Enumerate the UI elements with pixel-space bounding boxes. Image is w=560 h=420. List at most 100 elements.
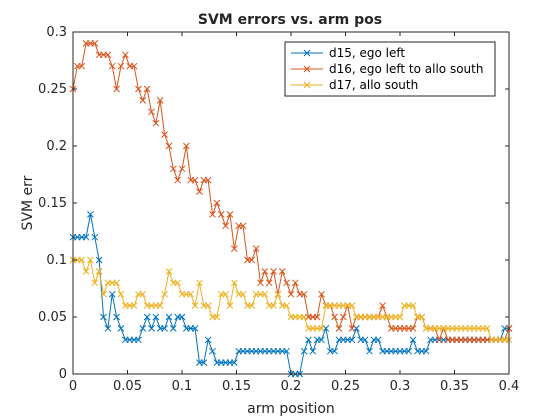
x-tick-label: 0.3	[390, 379, 411, 394]
data-point	[196, 188, 203, 195]
data-point	[87, 211, 94, 218]
data-point	[178, 313, 186, 321]
y-axis-label: SVM err	[20, 175, 36, 230]
data-point	[418, 313, 426, 321]
data-point	[200, 359, 208, 366]
x-tick-label: 0.25	[331, 379, 360, 394]
data-point	[265, 279, 273, 287]
y-tick-label: 0.1	[46, 253, 67, 268]
data-point	[309, 347, 317, 355]
data-point	[261, 268, 269, 275]
data-point	[156, 97, 164, 104]
data-point	[483, 325, 491, 332]
data-point	[152, 119, 160, 127]
data-point	[161, 131, 168, 138]
data-point	[117, 290, 125, 298]
data-point	[252, 245, 260, 252]
data-point	[409, 325, 417, 332]
data-point	[196, 279, 203, 287]
data-point	[318, 336, 325, 344]
data-point	[113, 279, 120, 287]
y-tick-label: 0.15	[38, 196, 67, 211]
data-point	[300, 313, 308, 321]
y-tick-label: 0.05	[38, 310, 67, 325]
series-3	[69, 256, 513, 344]
data-point	[91, 279, 99, 287]
x-tick-label: 0.2	[281, 379, 302, 394]
data-point	[148, 108, 155, 116]
x-tick-label: 0	[69, 379, 77, 394]
data-point	[435, 336, 443, 344]
x-tick-label: 0.15	[222, 379, 251, 394]
y-tick-label: 0.2	[46, 139, 67, 154]
data-point	[117, 62, 125, 70]
data-point	[379, 302, 386, 309]
data-point	[226, 211, 234, 218]
data-point	[222, 222, 229, 230]
x-tick-label: 0.35	[440, 379, 469, 394]
data-point	[143, 313, 151, 321]
data-point	[348, 325, 356, 332]
data-point	[292, 279, 299, 287]
data-point	[165, 313, 173, 321]
data-point	[374, 336, 382, 344]
data-point	[82, 268, 90, 275]
data-point	[113, 85, 120, 93]
data-point	[108, 290, 116, 298]
data-point	[161, 290, 168, 298]
data-point	[165, 142, 173, 150]
data-point	[191, 302, 199, 309]
data-point	[78, 256, 86, 264]
data-point	[239, 222, 247, 230]
ticks-layer: 0 0.05 0.1 0.15 0.2 0.25 0.3 0.35 0.4 0 0.05 0.1 0.1…	[38, 25, 519, 394]
data-point	[335, 325, 343, 332]
data-point	[108, 62, 116, 70]
data-point	[339, 313, 347, 321]
data-point	[191, 176, 199, 184]
data-point	[409, 302, 417, 309]
data-point	[213, 199, 221, 207]
data-point	[169, 325, 177, 332]
data-point	[209, 347, 216, 355]
data-point	[313, 313, 321, 321]
data-point	[113, 313, 120, 321]
data-point	[156, 302, 164, 309]
data-point	[209, 211, 216, 218]
data-point	[213, 313, 221, 321]
y-tick-label: 0	[59, 367, 67, 382]
data-point	[409, 336, 417, 344]
data-point	[361, 336, 369, 344]
data-point	[204, 176, 212, 184]
data-point	[169, 165, 177, 173]
data-point	[230, 245, 238, 252]
data-point	[165, 268, 173, 275]
data-point	[143, 85, 151, 93]
data-point	[422, 347, 430, 355]
data-point	[139, 325, 147, 332]
data-point	[318, 290, 325, 298]
y-tick-label: 0.25	[38, 82, 67, 97]
data-point	[95, 256, 103, 264]
data-point	[100, 290, 107, 298]
data-point	[174, 279, 181, 287]
data-point	[283, 279, 290, 287]
data-point	[366, 347, 373, 355]
data-point	[348, 302, 356, 309]
data-point	[87, 256, 94, 264]
legend-label: d16, ego left to allo south	[329, 62, 483, 76]
legend-entry: d15, ego left	[291, 46, 405, 60]
data-point	[239, 290, 247, 298]
data-point	[104, 51, 112, 59]
legend-marker	[303, 81, 311, 89]
y-tick-label: 0.3	[46, 25, 67, 40]
legend-marker	[303, 49, 311, 57]
data-point	[270, 302, 277, 309]
data-point	[139, 290, 147, 298]
data-point	[283, 347, 290, 355]
data-point	[174, 176, 181, 184]
data-point	[191, 325, 199, 332]
data-point	[405, 347, 413, 355]
data-point	[130, 302, 138, 309]
data-point	[318, 325, 325, 332]
data-point	[348, 336, 356, 344]
